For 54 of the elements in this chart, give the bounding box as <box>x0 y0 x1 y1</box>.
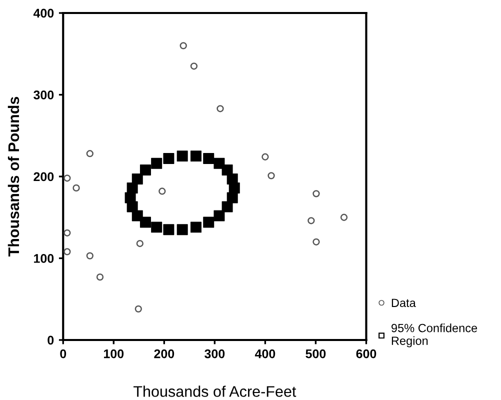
x-tick-label: 600 <box>356 349 376 358</box>
point <box>163 224 174 236</box>
legend-label: 95% Confidence Region <box>392 324 478 348</box>
point <box>72 184 80 192</box>
point <box>214 158 225 169</box>
point <box>308 217 315 224</box>
x-tick-label: 0 <box>60 349 66 358</box>
point <box>86 252 94 260</box>
point <box>203 153 214 164</box>
point <box>151 222 162 233</box>
x-tick-label: 200 <box>154 349 174 358</box>
point <box>216 105 224 112</box>
y-tick-label: 300 <box>34 90 54 100</box>
point <box>140 216 151 228</box>
x-tick-label: 100 <box>104 349 124 358</box>
point <box>226 173 238 184</box>
x-axis-title: Thousands of Acre-Feet <box>134 386 296 397</box>
point <box>340 214 348 221</box>
y-axis-title: Thousands of Pounds <box>8 96 20 257</box>
point <box>226 192 238 204</box>
y-tick-label: 400 <box>33 8 54 18</box>
point <box>190 150 202 162</box>
point <box>151 158 162 169</box>
point <box>140 164 151 176</box>
point <box>176 224 188 236</box>
point <box>214 210 225 222</box>
point <box>64 174 71 182</box>
y-tick-label: 100 <box>34 254 54 263</box>
point <box>180 42 187 50</box>
legend-label: Data <box>392 298 416 308</box>
point <box>163 153 174 164</box>
point <box>190 222 202 233</box>
point <box>312 190 320 198</box>
x-tick-label: 400 <box>254 349 276 358</box>
point <box>158 188 166 195</box>
point <box>132 210 143 222</box>
y-tick-label: 200 <box>34 172 54 182</box>
point <box>126 182 138 194</box>
point <box>136 240 144 248</box>
point <box>203 216 214 228</box>
point <box>190 62 198 70</box>
y-tick-label: 0 <box>48 336 54 345</box>
x-tick-label: 500 <box>306 349 326 358</box>
point <box>64 248 71 256</box>
point <box>262 153 269 160</box>
point <box>64 229 71 236</box>
point <box>176 150 188 162</box>
x-tick-label: 300 <box>204 349 225 358</box>
point <box>134 305 142 313</box>
point <box>86 150 94 158</box>
point <box>96 273 104 281</box>
point <box>268 172 275 180</box>
point <box>312 238 320 246</box>
point <box>132 173 143 184</box>
